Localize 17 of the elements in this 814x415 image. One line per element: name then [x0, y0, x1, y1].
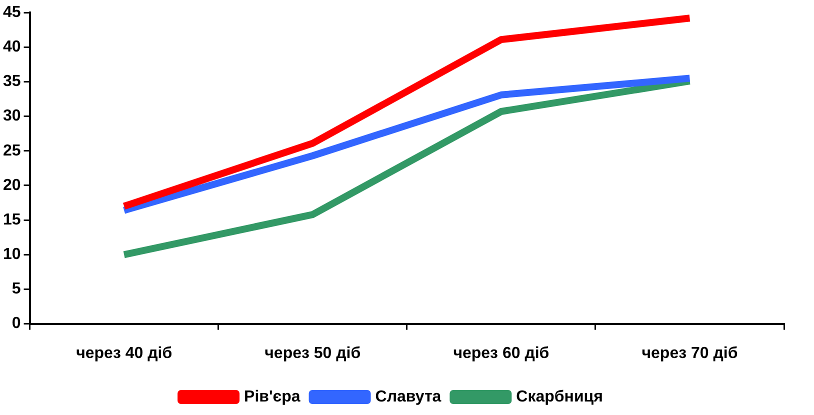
y-tick-label: 10 [3, 246, 21, 264]
legend-label: Скарбниця [516, 388, 603, 406]
legend-label: Рів'єра [244, 388, 300, 406]
y-tick-label: 40 [3, 38, 21, 56]
x-tick-label: через 40 діб [76, 344, 172, 362]
x-tick-label: через 60 діб [453, 344, 550, 362]
y-tick-label: 0 [12, 315, 21, 332]
x-tick-label: через 50 діб [264, 344, 361, 362]
x-tick-label: через 70 діб [642, 344, 738, 362]
y-tick-label: 5 [12, 280, 21, 298]
y-tick-label: 25 [3, 142, 21, 160]
y-tick-label: 45 [3, 4, 21, 22]
y-tick-label: 20 [3, 176, 21, 194]
y-tick-label: 15 [3, 211, 21, 228]
y-tick-label: 35 [3, 73, 21, 90]
legend-label: Славута [375, 388, 442, 406]
y-tick-label: 30 [3, 108, 21, 125]
